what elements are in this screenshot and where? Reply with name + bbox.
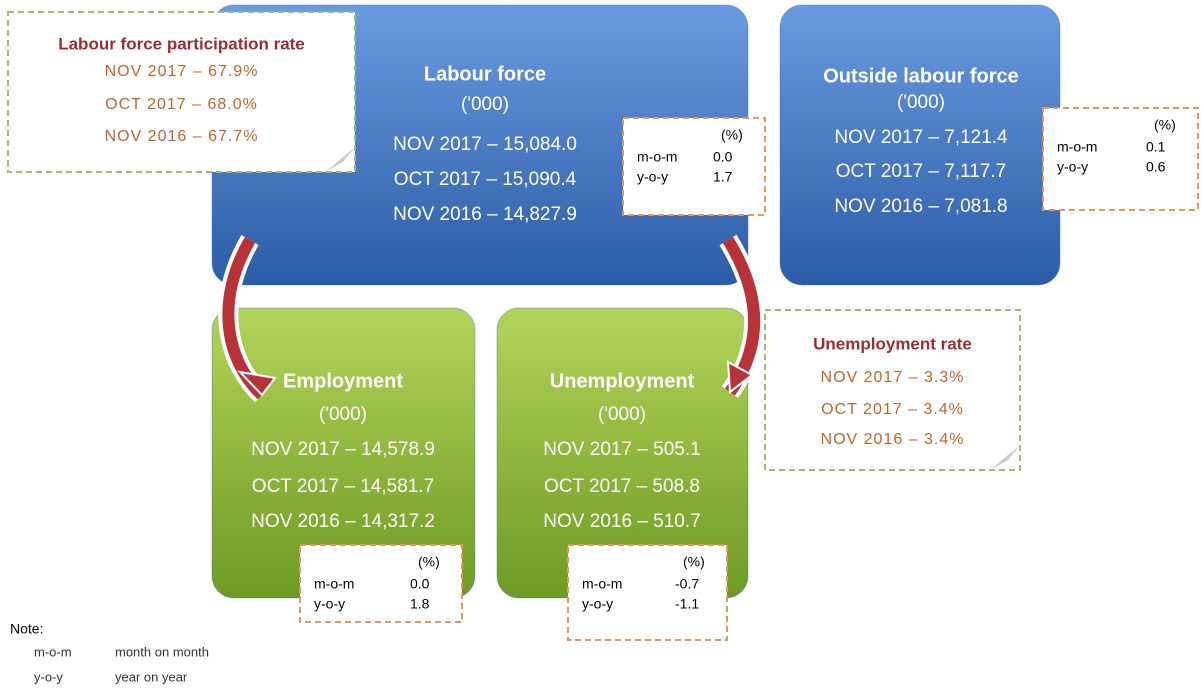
label: (%)	[683, 554, 705, 570]
label: Labour force	[424, 63, 546, 85]
change-box	[567, 544, 728, 641]
label: year on year	[115, 669, 188, 684]
label: Unemployment	[550, 370, 695, 392]
label: ('000)	[598, 404, 646, 425]
label: OCT 2017 – 3.4%	[821, 401, 964, 418]
label: m-o-m	[314, 576, 354, 592]
label: y-o-y	[582, 596, 613, 612]
change-box	[299, 544, 463, 623]
label: ('000)	[319, 404, 367, 425]
change-box	[1042, 107, 1199, 211]
label: NOV 2016 – 3.4%	[821, 431, 965, 448]
label: ('000)	[461, 94, 509, 115]
label: OCT 2017 – 14,581.7	[252, 476, 434, 497]
label: -1.1	[675, 596, 699, 612]
note-fold	[325, 147, 355, 172]
label: NOV 2016 – 510.7	[543, 511, 700, 532]
label: (%)	[418, 554, 440, 570]
label: m-o-m	[1057, 139, 1097, 155]
label: NOV 2016 – 14,827.9	[393, 204, 577, 225]
label: y-o-y	[1057, 159, 1088, 175]
label: y-o-y	[637, 169, 668, 185]
label: Employment	[283, 370, 403, 392]
label: -0.7	[675, 576, 699, 592]
label: Outside labour force	[823, 65, 1019, 87]
label: ('000)	[897, 92, 945, 113]
arrow-head	[237, 370, 277, 397]
label: NOV 2017 – 505.1	[543, 439, 700, 460]
label: NOV 2017 – 67.9%	[105, 63, 259, 80]
label: 1.7	[713, 169, 733, 185]
label: NOV 2017 – 3.3%	[821, 369, 965, 386]
label: NOV 2016 – 67.7%	[105, 128, 259, 145]
label: 1.8	[410, 596, 430, 612]
label: OCT 2017 – 68.0%	[105, 96, 258, 113]
arrow-head	[726, 360, 754, 394]
label: Labour force participation rate	[58, 34, 305, 53]
label: 0.0	[713, 149, 733, 165]
label: 0.6	[1146, 159, 1166, 175]
label: NOV 2016 – 7,081.8	[834, 196, 1007, 217]
label: (%)	[1154, 117, 1176, 133]
label: y-o-y	[34, 669, 63, 684]
label: y-o-y	[314, 596, 345, 612]
label: NOV 2017 – 15,084.0	[393, 134, 577, 155]
change-box	[622, 117, 766, 216]
label: OCT 2017 – 15,090.4	[394, 169, 577, 190]
label: (%)	[721, 127, 743, 143]
note-box	[764, 309, 1021, 471]
label: Note:	[10, 621, 43, 637]
label: OCT 2017 – 7,117.7	[836, 161, 1006, 182]
label: month on month	[115, 644, 209, 659]
label: NOV 2017 – 7,121.4	[834, 127, 1008, 148]
label: 0.1	[1146, 139, 1166, 155]
label: Unemployment rate	[813, 334, 972, 353]
label: 0.0	[410, 576, 430, 592]
note-fold	[990, 445, 1020, 470]
note-box	[7, 11, 356, 173]
label: OCT 2017 – 508.8	[544, 476, 700, 497]
label: m-o-m	[637, 149, 677, 165]
label: NOV 2017 – 14,578.9	[251, 439, 435, 460]
label: NOV 2016 – 14,317.2	[251, 511, 435, 532]
label: m-o-m	[34, 644, 72, 659]
label: m-o-m	[582, 576, 622, 592]
